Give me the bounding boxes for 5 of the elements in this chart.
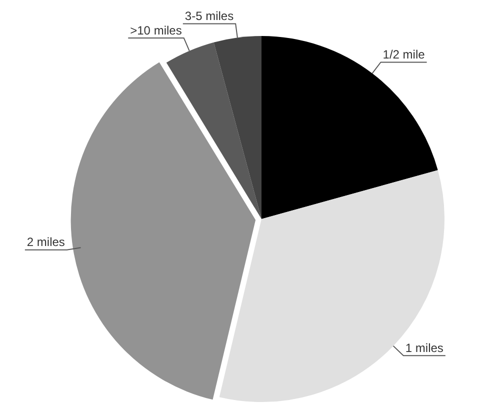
slice-label: 1/2 mile <box>382 48 426 62</box>
slice-label: >10 miles <box>130 23 182 38</box>
slice-label: 2 miles <box>26 235 65 250</box>
slice-label: 1 miles <box>405 340 444 355</box>
slice-label: 3-5 miles <box>184 9 234 24</box>
